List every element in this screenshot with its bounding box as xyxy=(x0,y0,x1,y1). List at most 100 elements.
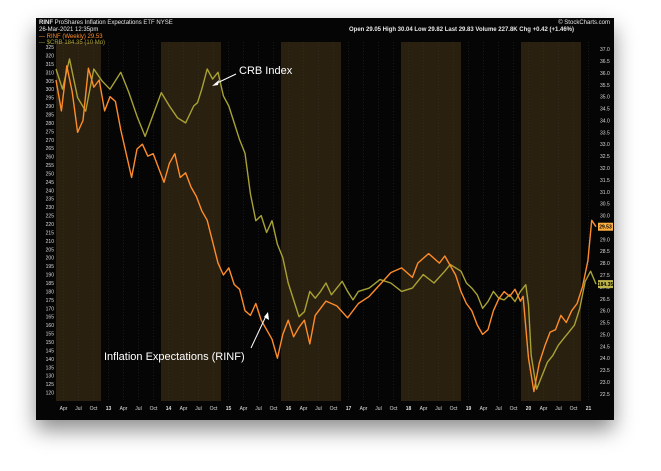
left-tick-label: 150 xyxy=(46,340,55,346)
x-year-label: 17 xyxy=(346,406,352,412)
x-month-label: Oct xyxy=(210,406,218,412)
x-month-label: Apr xyxy=(120,406,128,412)
x-year-label: 21 xyxy=(586,406,592,412)
right-tick-label: 35.0 xyxy=(600,95,610,101)
left-tick-label: 190 xyxy=(46,273,55,279)
left-tick-label: 155 xyxy=(46,332,55,338)
left-tick-label: 230 xyxy=(46,205,55,211)
x-month-label: Jul xyxy=(135,406,141,412)
left-tick-label: 175 xyxy=(46,298,55,304)
left-tick-label: 240 xyxy=(46,188,55,194)
left-tick-label: 310 xyxy=(46,70,55,76)
x-month-label: Apr xyxy=(180,406,188,412)
crb-last-badge xyxy=(598,280,613,289)
legend-crb: — $CRB 184.35 (10 Mo) xyxy=(39,40,106,46)
year-band xyxy=(56,42,101,401)
right-tick-label: 28.0 xyxy=(600,261,610,267)
x-month-label: Jul xyxy=(375,406,381,412)
x-month-label: Oct xyxy=(330,406,338,412)
header-datetime: 26-Mar-2021 12:35pm xyxy=(39,27,99,33)
right-tick-label: 32.0 xyxy=(600,166,610,172)
crb-last-value: 184.35 xyxy=(598,282,614,288)
left-tick-label: 225 xyxy=(46,214,55,220)
left-tick-label: 245 xyxy=(46,180,55,186)
left-tick-label: 255 xyxy=(46,163,55,169)
x-month-label: Oct xyxy=(450,406,458,412)
left-tick-label: 315 xyxy=(46,62,55,68)
symbol: RINF xyxy=(39,20,53,26)
right-tick-label: 36.0 xyxy=(600,71,610,77)
right-tick-label: 33.5 xyxy=(600,130,610,136)
x-year-label: 14 xyxy=(166,406,172,412)
x-month-label: Jul xyxy=(315,406,321,412)
right-tick-label: 34.5 xyxy=(600,107,610,113)
legend-rinf: — RINF (Weekly) 29.53 xyxy=(39,34,103,40)
left-tick-label: 165 xyxy=(46,315,55,321)
x-month-label: Oct xyxy=(270,406,278,412)
x-month-label: Apr xyxy=(480,406,488,412)
right-tick-label: 22.5 xyxy=(600,392,610,398)
right-tick-label: 30.0 xyxy=(600,214,610,220)
x-month-label: Apr xyxy=(240,406,248,412)
x-month-label: Apr xyxy=(60,406,68,412)
left-tick-label: 195 xyxy=(46,264,55,270)
left-tick-label: 220 xyxy=(46,222,55,228)
right-tick-label: 24.5 xyxy=(600,344,610,350)
x-month-label: Apr xyxy=(360,406,368,412)
left-tick-label: 265 xyxy=(46,146,55,152)
series-lines xyxy=(55,58,597,393)
left-tick-label: 305 xyxy=(46,79,55,85)
right-tick-label: 36.5 xyxy=(600,59,610,65)
left-tick-label: 280 xyxy=(46,121,55,127)
x-year-label: 20 xyxy=(526,406,532,412)
fund-name: ProShares Inflation Expectations ETF xyxy=(54,20,155,26)
left-tick-label: 125 xyxy=(46,382,55,388)
header-stats: Open 29.05 High 30.04 Low 29.82 Last 29.… xyxy=(349,27,574,33)
credit: © StockCharts.com xyxy=(558,20,610,26)
left-tick-label: 205 xyxy=(46,247,55,253)
x-month-label: Jul xyxy=(75,406,81,412)
crb-series-line xyxy=(55,58,597,390)
rinf-annotation-arrow xyxy=(250,315,267,349)
left-tick-label: 290 xyxy=(46,104,55,110)
left-tick-label: 275 xyxy=(46,129,55,135)
x-month-label: Oct xyxy=(570,406,578,412)
x-year-label: 13 xyxy=(106,406,112,412)
left-tick-label: 170 xyxy=(46,306,55,312)
x-month-label: Jul xyxy=(255,406,261,412)
right-tick-label: 31.0 xyxy=(600,190,610,196)
right-tick-label: 37.0 xyxy=(600,47,610,53)
last-value-badges: 29.53 184.35 xyxy=(598,222,614,289)
right-tick-label: 33.0 xyxy=(600,142,610,148)
right-tick-label: 23.5 xyxy=(600,368,610,374)
right-tick-label: 23.0 xyxy=(600,380,610,386)
right-tick-label: 24.0 xyxy=(600,356,610,362)
year-band xyxy=(521,42,581,401)
rinf-series-line xyxy=(55,65,597,393)
left-tick-label: 260 xyxy=(46,155,55,161)
right-tick-label: 30.5 xyxy=(600,202,610,208)
left-tick-label: 325 xyxy=(46,45,55,51)
left-tick-label: 140 xyxy=(46,357,55,363)
right-tick-label: 29.0 xyxy=(600,237,610,243)
left-tick-label: 295 xyxy=(46,96,55,102)
left-tick-label: 160 xyxy=(46,323,55,329)
chart-panel: 120 125 130 135 140 145 150 155 160 165 170 175 180 1… xyxy=(36,18,614,420)
right-tick-label: 26.0 xyxy=(600,309,610,315)
left-tick-label: 320 xyxy=(46,53,55,59)
crb-annotation-label: CRB Index xyxy=(239,65,293,77)
left-tick-label: 215 xyxy=(46,230,55,236)
x-month-label: Oct xyxy=(510,406,518,412)
x-month-label: Oct xyxy=(390,406,398,412)
exchange: NYSE xyxy=(156,20,173,26)
left-tick-label: 250 xyxy=(46,171,55,177)
right-tick-label: 26.5 xyxy=(600,297,610,303)
x-year-label: 16 xyxy=(286,406,292,412)
left-tick-label: 145 xyxy=(46,348,55,354)
x-month-label: Apr xyxy=(300,406,308,412)
x-year-label: 15 xyxy=(226,406,232,412)
crb-arrowhead xyxy=(212,80,219,86)
left-tick-label: 300 xyxy=(46,87,55,93)
x-month-label: Oct xyxy=(90,406,98,412)
year-band xyxy=(281,42,341,401)
